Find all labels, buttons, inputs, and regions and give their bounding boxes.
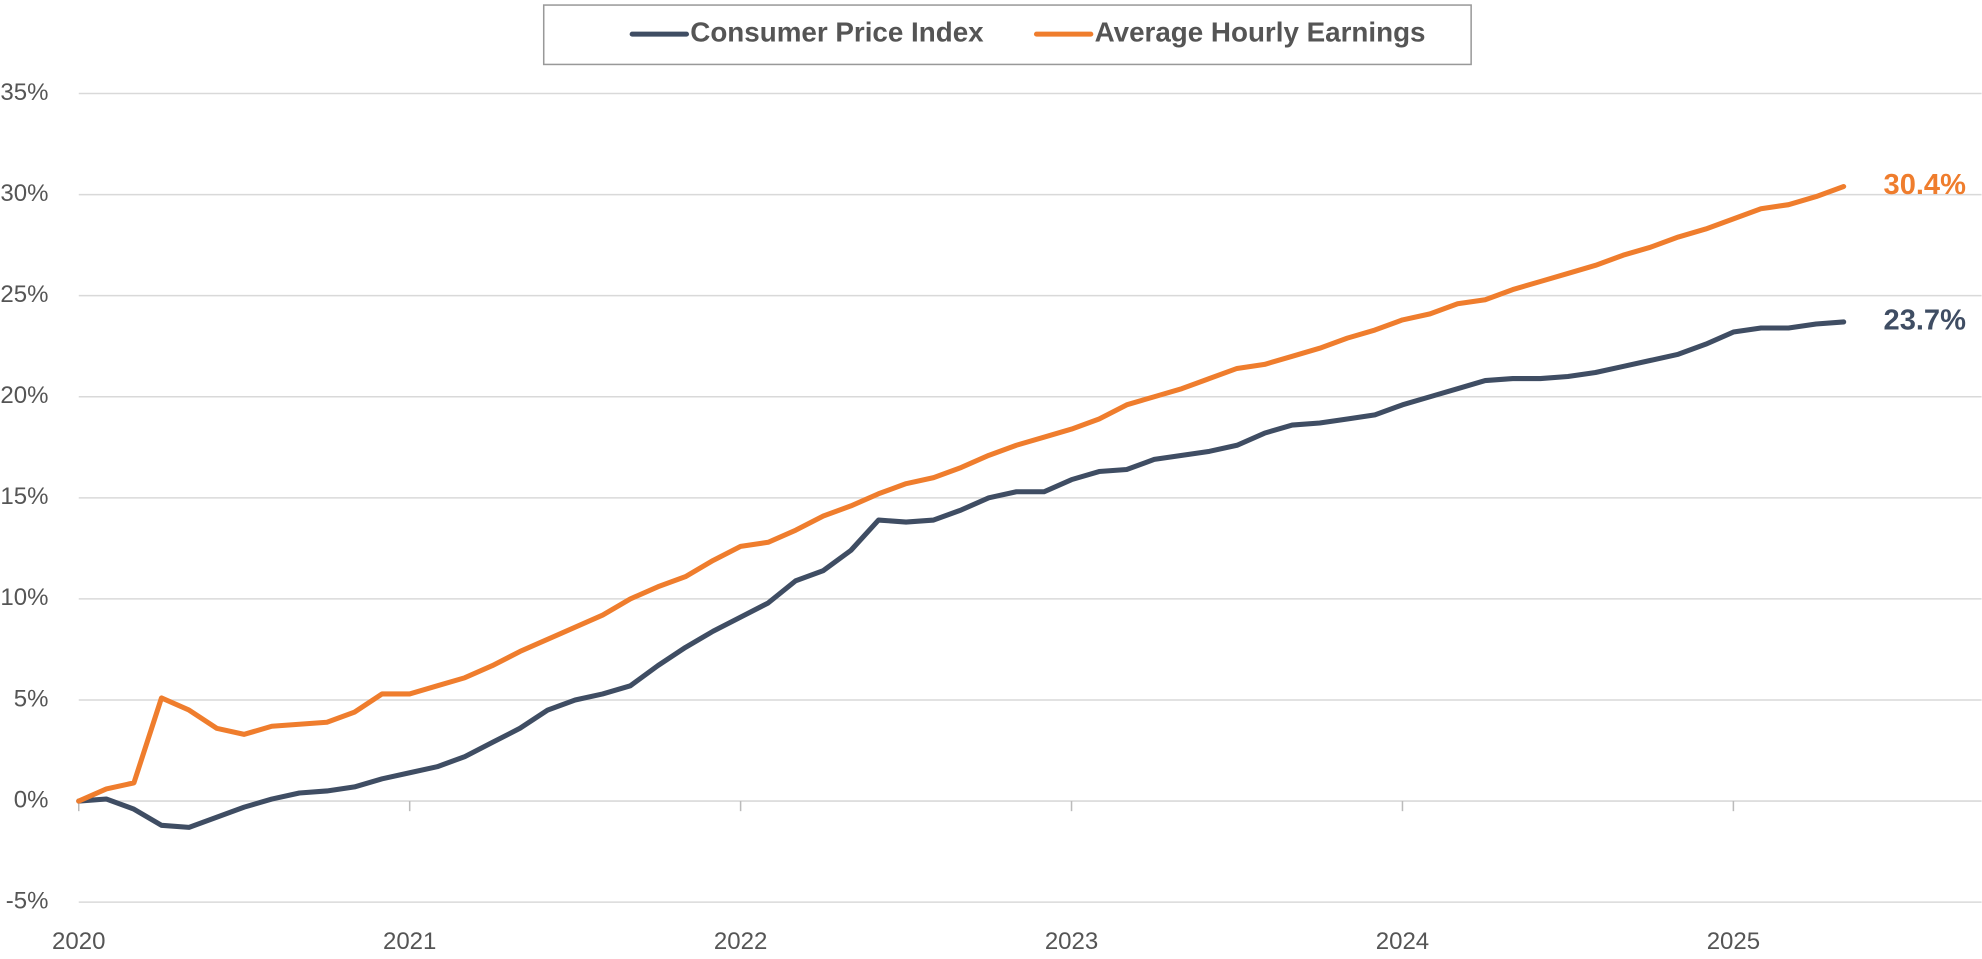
y-tick-label: -5% (6, 887, 49, 914)
y-tick-label: 0% (14, 786, 49, 813)
x-tick-label: 2022 (714, 928, 767, 955)
series-line (76, 319, 1847, 830)
y-tick-label: 20% (0, 382, 48, 409)
legend-label: Consumer Price Index (690, 16, 984, 47)
series-line (76, 183, 1847, 804)
y-tick-label: 15% (0, 483, 48, 510)
y-tick-label: 35% (0, 79, 48, 106)
x-tick-label: 2025 (1707, 928, 1760, 955)
y-tick-label: 10% (0, 584, 48, 611)
x-tick-label: 2021 (383, 928, 436, 955)
legend-box (542, 4, 1472, 66)
y-tick-label: 5% (14, 685, 49, 712)
x-tick-label: 2020 (52, 928, 105, 955)
x-tick-label: 2023 (1045, 928, 1098, 955)
y-tick-label: 25% (0, 281, 48, 308)
x-tick-label: 2024 (1376, 928, 1429, 955)
end-label: 23.7% (1884, 305, 1967, 337)
end-label: 30.4% (1884, 169, 1967, 201)
legend-label: Average Hourly Earnings (1095, 16, 1426, 47)
y-tick-label: 30% (0, 180, 48, 207)
